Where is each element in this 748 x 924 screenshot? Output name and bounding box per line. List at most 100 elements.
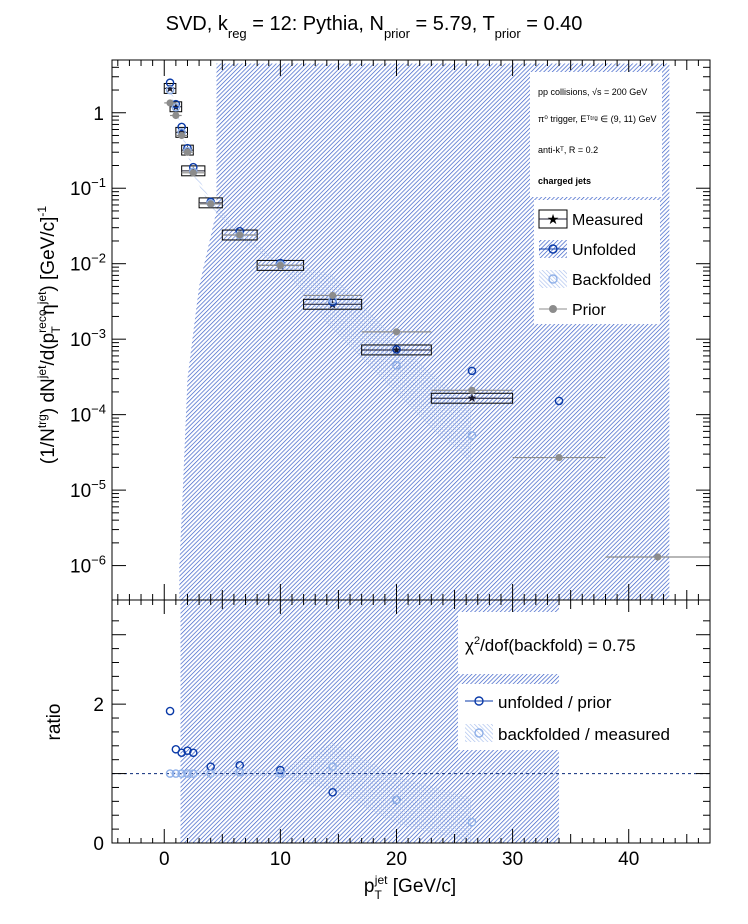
backfolded-measured-point bbox=[392, 795, 401, 805]
prior-point bbox=[392, 328, 401, 336]
legend-entry-unfolded-prior: unfolded / prior bbox=[465, 693, 612, 712]
backfolded-point bbox=[165, 85, 175, 95]
backfolded-error-band bbox=[170, 86, 472, 466]
annotation-collisions: pp collisions, √s = 200 GeV bbox=[538, 87, 647, 97]
prior-point bbox=[276, 261, 284, 269]
backfolded-measured-point bbox=[171, 769, 181, 778]
ratio-y-tick-label: 2 bbox=[93, 695, 104, 716]
ratio-series bbox=[112, 706, 710, 827]
backfolded-band-area bbox=[170, 86, 472, 466]
ratio-panel: 0 10 20 30 40 0 2 χ2/dof(backfold) = 0.75 unfo… bbox=[93, 599, 711, 870]
backfolded-point bbox=[171, 103, 181, 112]
ratio-backfolded-band bbox=[170, 742, 472, 843]
annotation-box: pp collisions, √s = 200 GeV π⁰ trigger, … bbox=[530, 72, 662, 197]
x-tick-label: 20 bbox=[386, 849, 407, 870]
x-tick-label: 10 bbox=[270, 849, 291, 870]
annotation-background bbox=[530, 72, 662, 197]
legend-entry-measured: ★ Measured bbox=[538, 209, 643, 229]
x-tick-label: 40 bbox=[618, 849, 639, 870]
backfolded-point bbox=[467, 431, 477, 440]
unfolded-prior-point bbox=[328, 788, 337, 797]
unfolded-point bbox=[177, 122, 186, 132]
legend-marker-prior bbox=[549, 305, 557, 313]
backfolded-measured-point bbox=[206, 769, 215, 778]
y-tick-label: 10−2 bbox=[70, 251, 106, 276]
prior-point bbox=[654, 553, 662, 561]
legend-entry-backfolded: Backfolded bbox=[539, 270, 651, 289]
prior-point bbox=[172, 111, 180, 120]
x-axis-label: pTjet [GeV/c] bbox=[364, 873, 456, 902]
backfolded-measured-point bbox=[188, 769, 198, 778]
y-tick-label: 10−1 bbox=[70, 175, 106, 200]
prior-point bbox=[166, 99, 174, 107]
backfolded-measured-point bbox=[177, 769, 186, 778]
legend-label-measured: Measured bbox=[572, 212, 643, 229]
spectrum-series: ★★★★★★★★★★★ bbox=[163, 78, 710, 561]
legend-label-backfolded-measured: backfolded / measured bbox=[498, 725, 670, 744]
measured-point: ★ bbox=[391, 343, 402, 357]
ratio-legend: unfolded / prior backfolded / measured bbox=[458, 684, 702, 750]
prior-point bbox=[236, 231, 244, 239]
x-tick-label: 30 bbox=[502, 849, 523, 870]
annotation-jet-algorithm: anti-kᵀ, R = 0.2 bbox=[538, 145, 598, 155]
x-tick-label: 0 bbox=[159, 849, 170, 870]
spectrum-panel: ★★★★★★★★★★★ 110−110−210−310−410−510−6 pp… bbox=[70, 59, 711, 601]
legend-label-unfolded: Unfolded bbox=[572, 242, 636, 259]
spectrum-y-axis-label: (1/Ntrg) dNjet/d(precoT ηjet) [GeV/c]-1 bbox=[35, 206, 63, 464]
y-tick-label: 10−5 bbox=[70, 477, 106, 502]
legend-label-backfolded: Backfolded bbox=[572, 272, 651, 289]
backfolded-measured-point bbox=[276, 769, 285, 778]
y-tick-label: 10−3 bbox=[70, 326, 106, 351]
backfolded-measured-point bbox=[235, 767, 245, 777]
chart-title: SVD, kreg = 12: Pythia, Nprior = 5.79, T… bbox=[166, 13, 583, 41]
measured-point: ★ bbox=[467, 391, 478, 405]
legend-marker-backfolded bbox=[548, 274, 558, 284]
legend-marker-unfolded bbox=[548, 244, 558, 254]
legend-swatch-backfolded-measured bbox=[465, 724, 493, 742]
unfolded-prior-point bbox=[188, 748, 198, 758]
legend-entry-prior: Prior bbox=[539, 302, 606, 319]
legend-label-unfolded-prior: unfolded / prior bbox=[498, 693, 612, 712]
legend-background bbox=[534, 200, 660, 324]
spectrum-legend: ★ Measured Unfolded Backfolded Prior bbox=[534, 200, 660, 324]
legend-entry-unfolded: Unfolded bbox=[539, 240, 636, 259]
y-tick-label: 10−4 bbox=[70, 402, 106, 427]
ratio-y-tick-label: 0 bbox=[93, 834, 104, 855]
y-tick-label: 1 bbox=[93, 104, 104, 125]
prior-point bbox=[189, 169, 197, 177]
unfolded-point bbox=[392, 345, 401, 354]
prior-point bbox=[178, 131, 186, 140]
ratio-y-axis-label: ratio bbox=[44, 704, 65, 741]
annotation-trigger: π⁰ trigger, Eᵀᵗʳᵍ ∈ (9, 11) GeV bbox=[538, 114, 656, 124]
ratio-frame bbox=[111, 599, 711, 844]
prior-point bbox=[329, 291, 337, 300]
ratio-axes: 0 10 20 30 40 0 2 bbox=[93, 600, 710, 870]
chi2-annotation: χ2/dof(backfold) = 0.75 bbox=[465, 635, 636, 655]
legend-entry-backfolded-measured: backfolded / measured bbox=[465, 724, 670, 744]
unfolded-prior-point bbox=[276, 765, 285, 775]
y-tick-label: 10−6 bbox=[70, 553, 106, 578]
backfolded-measured-point bbox=[467, 817, 477, 827]
annotation-jet-type: charged jets bbox=[538, 176, 591, 186]
prior-point bbox=[555, 453, 563, 462]
prior-point bbox=[183, 148, 192, 156]
backfolded-measured-point bbox=[328, 762, 337, 771]
spectrum-axes: 1 10−1 10−2 10−3 10−4 10−5 10−6 bbox=[70, 60, 710, 600]
backfolded-point bbox=[392, 361, 401, 370]
unfolded-prior-point bbox=[183, 746, 192, 755]
legend-swatch-backfolded bbox=[539, 270, 567, 288]
prior-point bbox=[207, 200, 215, 208]
legend-marker-unfolded-prior bbox=[474, 696, 484, 706]
ratio-annotation-background bbox=[458, 612, 670, 674]
backfolded-measured-point bbox=[165, 769, 175, 778]
prior-point bbox=[468, 386, 476, 394]
legend-marker-backfolded-measured bbox=[474, 728, 484, 738]
unfolded-prior-point bbox=[177, 748, 186, 758]
backfolded-measured-point bbox=[183, 769, 192, 778]
unfolded-prior-point bbox=[165, 706, 175, 716]
measured-point: ★ bbox=[170, 100, 181, 114]
unfolded-point bbox=[554, 396, 564, 406]
unfolded-point bbox=[467, 366, 477, 376]
ratio-legend-background bbox=[458, 684, 702, 750]
